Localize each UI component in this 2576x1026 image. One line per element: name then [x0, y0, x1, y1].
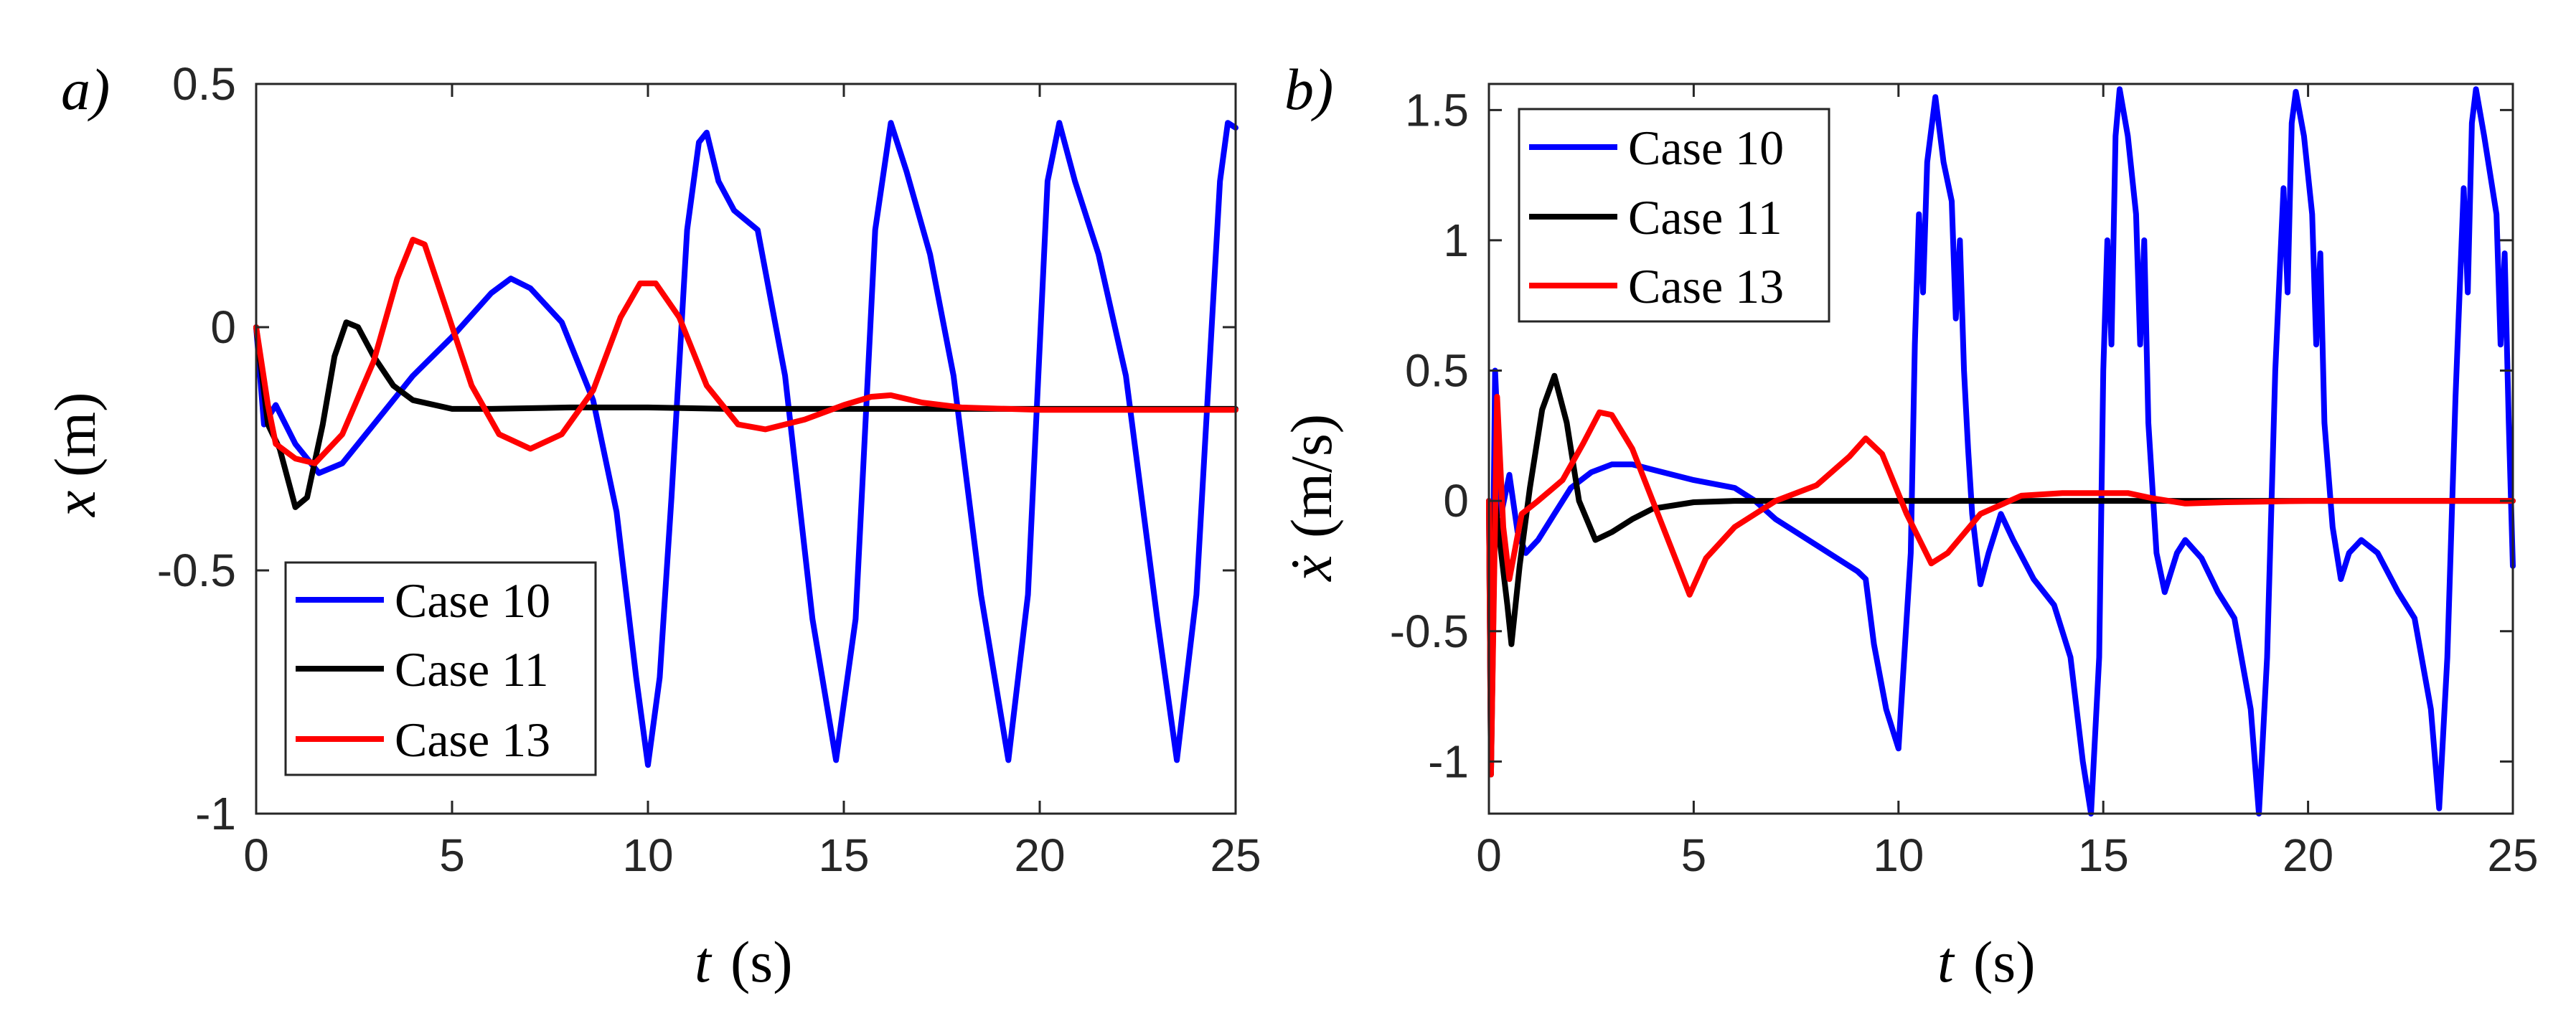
panel-a-xtick-label: 25 [1210, 829, 1261, 881]
panel-a-xtick-label: 20 [1014, 829, 1065, 881]
panel-a-ylabel-var: x [42, 491, 108, 517]
panel-b-xlabel-unit: (s) [1973, 929, 2036, 994]
panel-a-label: a) [61, 57, 110, 122]
panel-b-legend-case10: Case 10 [1628, 121, 1784, 175]
panel-a-legend-case10: Case 10 [395, 573, 550, 628]
panel-b-xlabel: t (s) [1937, 929, 2036, 994]
panel-a-xtick-label: 10 [622, 829, 673, 881]
panel-a-xtick-label: 5 [439, 829, 465, 881]
panel-b-legend-case13: Case 13 [1628, 259, 1784, 314]
panel-a-line-case10 [253, 120, 1238, 768]
panel-b-series-group [1486, 86, 2516, 816]
panel-a-ytick-label: 0.5 [172, 58, 236, 110]
panel-a-line-case11 [253, 319, 1238, 510]
panel-b-xtick-label: 25 [2487, 829, 2538, 881]
panel-b-ytick-label: 1 [1443, 215, 1469, 266]
panel-b-line-case11 [1486, 372, 2516, 778]
panel-b-ylabel: ẋ (m/s) [1279, 414, 1344, 582]
panel-b-xtick-label: 15 [2078, 829, 2129, 881]
panel-b-ylabel-var: ẋ [1279, 555, 1344, 582]
panel-b-xtick-label: 5 [1681, 829, 1707, 881]
panel-a-ytick-label: -0.5 [157, 545, 236, 596]
panel-a-ylabel-unit: (m) [42, 392, 108, 477]
panel-b-ylabel-unit: (m/s) [1279, 414, 1344, 538]
panel-a-xtick-label: 0 [243, 829, 269, 881]
panel-b-legend: Case 10 Case 11 Case 13 [1518, 108, 1830, 323]
panel-a-xtick-label: 15 [818, 829, 869, 881]
panel-b-line-case13 [1486, 393, 2516, 778]
panel-b-ticks: 0 5 10 15 20 25 1.5 1 0.5 0 -0.5 -1 [1390, 84, 2539, 881]
panel-b-ytick-label: 0 [1443, 475, 1469, 527]
panel-a-axes-box [255, 83, 1237, 815]
panel-a-line-case13 [253, 237, 1238, 466]
panel-a-legend: Case 10 Case 11 Case 13 [284, 561, 597, 776]
panel-b: b) 0 5 10 15 20 25 1.5 1 0.5 0 -0.5 -1 t (s) ẋ (m/s… [1279, 57, 2539, 994]
panel-a-ytick-label: 0 [210, 301, 236, 353]
panel-a-legend-case11: Case 11 [395, 642, 549, 697]
panel-a-xlabel-unit: (s) [730, 929, 793, 994]
panel-b-ytick-label: 0.5 [1405, 345, 1469, 397]
panel-b-label: b) [1284, 57, 1333, 122]
panel-a-ytick-label: -1 [195, 788, 236, 839]
panel-a: a) 0 5 10 15 20 25 0.5 0 -0.5 -1 t (s) x (m) Case… [42, 57, 1261, 994]
panel-b-ytick-label: 1.5 [1405, 84, 1469, 136]
panel-a-ylabel: x (m) [42, 392, 108, 517]
panel-a-series-group [253, 120, 1238, 768]
panel-b-ytick-label: -1 [1428, 735, 1469, 787]
panel-a-ticks: 0 5 10 15 20 25 0.5 0 -0.5 -1 [157, 58, 1261, 881]
panel-b-legend-case11: Case 11 [1628, 190, 1782, 245]
panel-b-xlabel-var: t [1937, 929, 1955, 994]
panel-b-xtick-label: 20 [2283, 829, 2333, 881]
panel-a-legend-case13: Case 13 [395, 712, 550, 767]
panel-b-xtick-label: 10 [1873, 829, 1924, 881]
panel-a-xlabel: t (s) [695, 929, 793, 994]
panel-b-ytick-label: -0.5 [1390, 606, 1469, 657]
panel-b-axes-box [1487, 83, 2514, 815]
panel-b-xtick-label: 0 [1476, 829, 1502, 881]
panel-a-xlabel-var: t [695, 929, 713, 994]
